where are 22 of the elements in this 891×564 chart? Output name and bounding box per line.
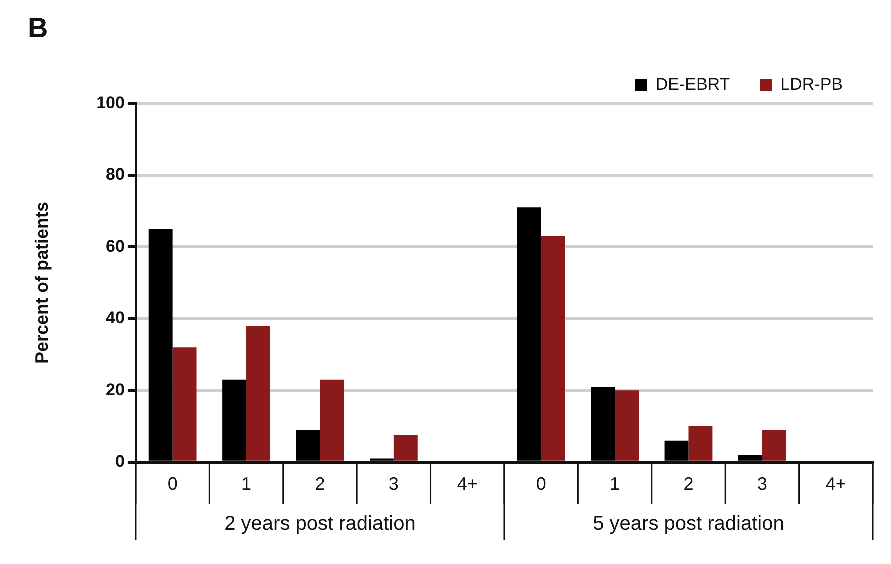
chart-title: B [28, 12, 48, 44]
text: 2 years post radiation [224, 512, 416, 535]
y-tick-label: 60 [106, 236, 125, 256]
legend-label: LDR-PB [780, 74, 844, 94]
x-tick-label: 3 [388, 474, 399, 494]
x-tick-label: 3 [757, 474, 768, 494]
x-tick-label: 1 [242, 474, 252, 494]
x-tick-label: 2 [684, 474, 694, 494]
y-tick-label: 20 [106, 380, 125, 400]
x-tick-label: 0 [168, 474, 178, 494]
y-tick-label: 100 [96, 93, 125, 112]
y-axis-title: Percent of patients [32, 202, 52, 364]
legend-label: DE-EBRT [656, 74, 730, 94]
x-tick-label: 0 [536, 474, 546, 494]
x-tick-label: 4+ [826, 474, 846, 494]
y-tick-label: 0 [115, 452, 125, 472]
y-tick-label: 80 [106, 165, 125, 184]
x-tick-label: 1 [610, 474, 620, 494]
x-tick-label: 2 [315, 474, 326, 494]
text: 5 years post radiation [593, 512, 784, 535]
x-tick-label: 4+ [457, 474, 478, 494]
y-tick-label: 40 [106, 308, 125, 328]
